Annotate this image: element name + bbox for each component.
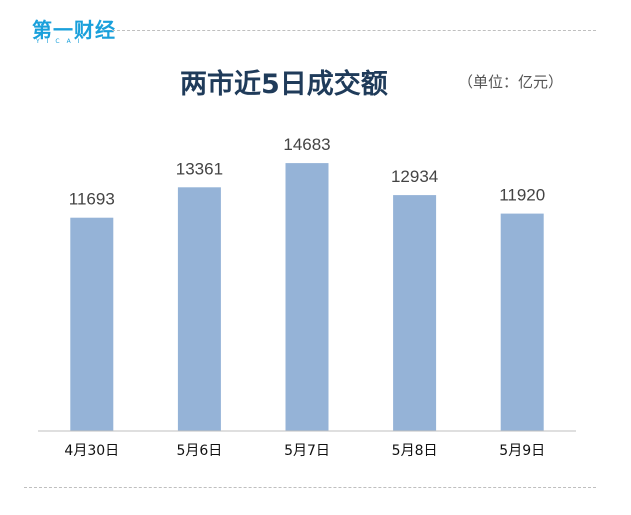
- bars-layer: [70, 163, 544, 431]
- category-label-1: 5月6日: [176, 443, 222, 459]
- category-label-3: 5月8日: [392, 443, 438, 459]
- logo-text: 第一财经: [32, 18, 116, 42]
- bar-1: [177, 187, 221, 431]
- yicai-logo: 第一财经 YICAI: [32, 14, 115, 46]
- unit-label: （单位：亿元）: [458, 73, 564, 91]
- bar-2: [285, 163, 329, 431]
- bar-4: [500, 213, 544, 431]
- logo-subtext: YICAI: [36, 38, 87, 45]
- value-label-1: 13361: [176, 159, 223, 178]
- top-divider: [112, 30, 596, 31]
- category-label-4: 5月9日: [499, 443, 545, 459]
- bar-0: [70, 217, 114, 431]
- chart-title: 两市近5日成交额: [180, 69, 388, 100]
- value-label-4: 11920: [499, 186, 545, 205]
- labels-layer: 11693 4月30日 13361 5月6日 14683 5月7日 12934 5月8日 119…: [64, 135, 545, 459]
- value-label-2: 14683: [283, 135, 330, 154]
- value-label-0: 11693: [69, 190, 115, 209]
- value-label-3: 12934: [391, 167, 438, 186]
- bottom-divider: [24, 487, 596, 488]
- category-label-2: 5月7日: [284, 443, 330, 459]
- category-label-0: 4月30日: [64, 443, 119, 459]
- bar-3: [393, 195, 437, 431]
